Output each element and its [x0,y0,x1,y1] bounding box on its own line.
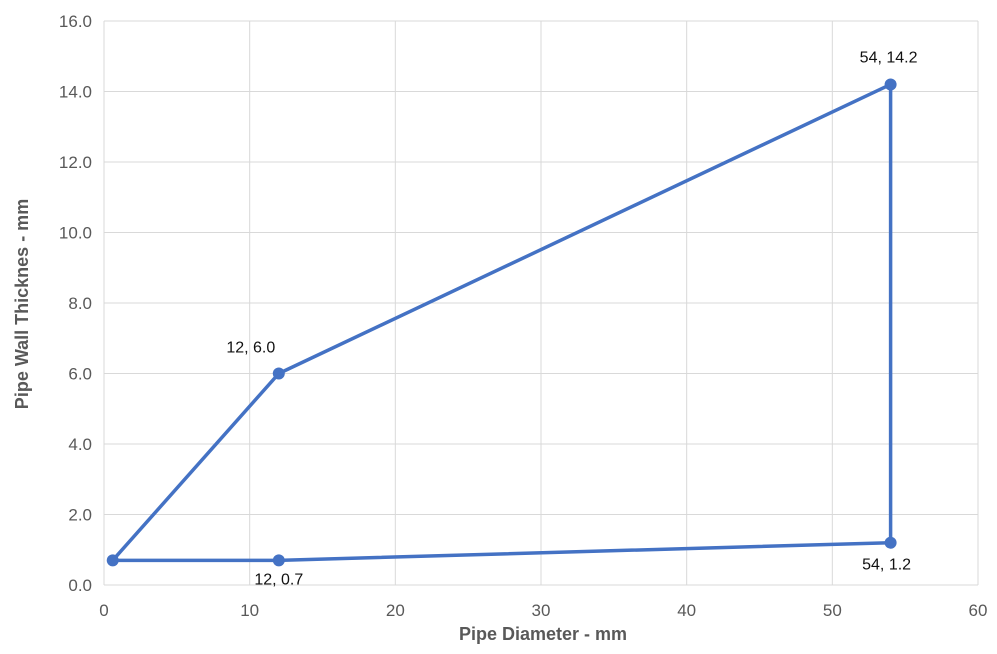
data-series [106,78,897,567]
x-tick-label: 30 [532,601,551,620]
data-label: 12, 0.7 [254,571,303,588]
data-point [272,367,285,380]
x-tick-label: 60 [969,601,988,620]
y-tick-label: 4.0 [68,435,92,454]
x-tick-label: 20 [386,601,405,620]
x-tick-label: 50 [823,601,842,620]
y-tick-label: 10.0 [59,224,92,243]
x-tick-label: 40 [677,601,696,620]
y-tick-label: 16.0 [59,12,92,31]
data-label: 54, 14.2 [860,49,918,66]
data-labels: 12, 6.0 54, 14.2 54, 1.2 12, 0.7 [226,49,917,588]
x-axis-ticks: 0 10 20 30 40 50 60 [99,601,987,620]
y-tick-label: 2.0 [68,506,92,525]
data-point [884,78,897,91]
y-tick-label: 12.0 [59,153,92,172]
data-label: 54, 1.2 [862,557,911,574]
x-tick-label: 10 [240,601,259,620]
data-label: 12, 6.0 [226,340,275,357]
data-point [272,554,285,567]
y-tick-label: 8.0 [68,294,92,313]
y-tick-label: 0.0 [68,576,92,595]
y-tick-label: 14.0 [59,83,92,102]
x-axis-title: Pipe Diameter - mm [459,624,627,644]
data-point [106,554,119,567]
series-line [110,82,893,563]
y-tick-label: 6.0 [68,365,92,384]
data-point [884,536,897,549]
y-axis-ticks: 0.0 2.0 4.0 6.0 8.0 10.0 12.0 14.0 16.0 [59,12,92,595]
grid-lines [103,20,979,586]
y-axis-title: Pipe Wall Thicknes - mm [12,199,32,409]
x-tick-label: 0 [99,601,108,620]
